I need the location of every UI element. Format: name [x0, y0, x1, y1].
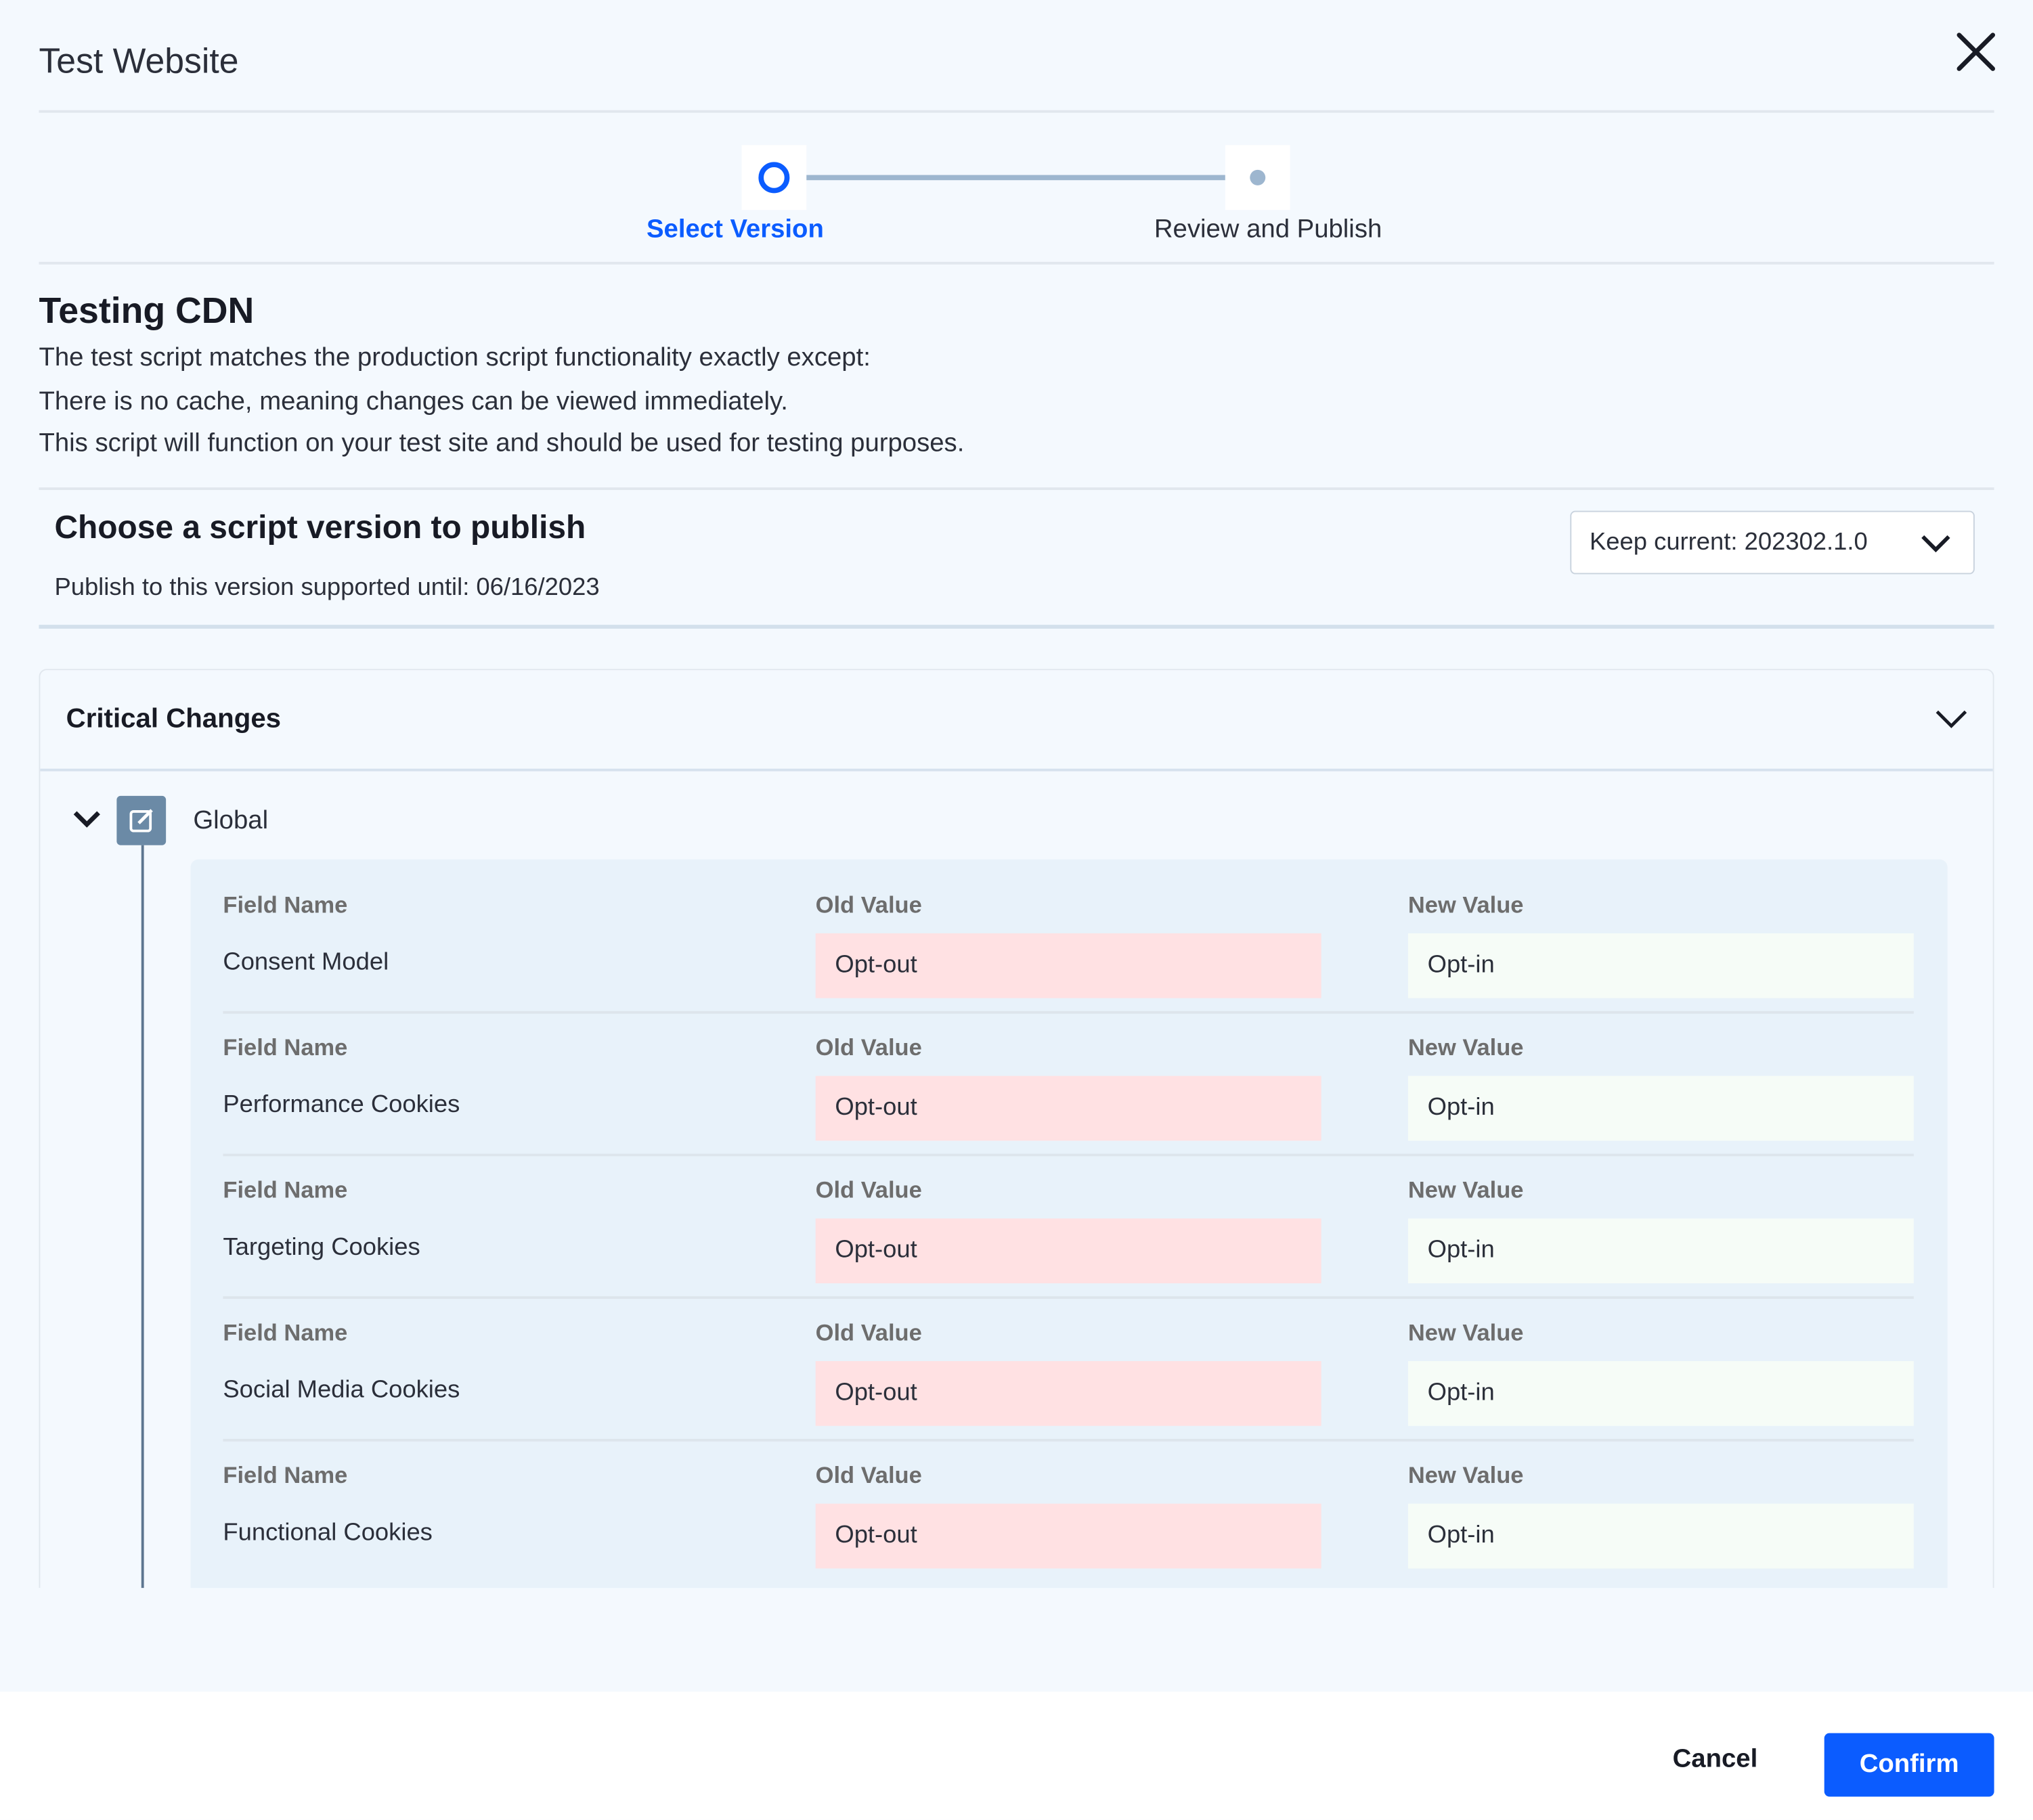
old-value: Opt-out — [815, 933, 1321, 998]
version-dropdown[interactable]: Keep current: 202302.1.0 — [1570, 510, 1975, 575]
new-value-label: New Value — [1407, 1177, 1524, 1203]
edit-icon — [116, 795, 167, 845]
step-1-marker[interactable] — [741, 145, 807, 210]
pending-step-icon — [1250, 169, 1266, 185]
field-name-value: Social Media Cookies — [223, 1376, 460, 1404]
row-divider — [223, 1011, 1914, 1014]
chevron-down-icon[interactable] — [71, 807, 102, 830]
new-value-label: New Value — [1407, 1034, 1524, 1061]
field-name-value: Consent Model — [223, 948, 389, 977]
old-value-label: Old Value — [815, 1462, 922, 1488]
field-name-label: Field Name — [223, 1177, 348, 1203]
divider — [39, 261, 1994, 265]
field-name-value: Functional Cookies — [223, 1519, 433, 1547]
field-name-label: Field Name — [223, 891, 348, 918]
chevron-down-icon — [1921, 535, 1950, 553]
stepper-line — [806, 175, 1225, 181]
field-name-value: Performance Cookies — [223, 1091, 460, 1119]
intro-line: The test script matches the production s… — [39, 343, 871, 372]
intro-line: This script will function on your test s… — [39, 428, 965, 458]
field-name-value: Targeting Cookies — [223, 1234, 420, 1262]
field-name-label: Field Name — [223, 1034, 348, 1061]
old-value-label: Old Value — [815, 1034, 922, 1061]
new-value: Opt-in — [1407, 1360, 1914, 1426]
card-title: Critical Changes — [66, 703, 282, 734]
version-subtext: Publish to this version supported until:… — [54, 574, 600, 602]
divider — [39, 625, 1994, 629]
new-value: Opt-in — [1407, 1503, 1914, 1569]
step-review-publish[interactable]: Review and Publish — [1154, 215, 1382, 244]
field-name-label: Field Name — [223, 1319, 348, 1346]
old-value: Opt-out — [815, 1218, 1321, 1284]
active-step-icon — [758, 162, 790, 194]
close-icon[interactable] — [1952, 28, 1999, 75]
chevron-down-icon[interactable] — [1933, 707, 1970, 732]
tree-line — [141, 845, 144, 1589]
row-divider — [223, 1153, 1914, 1157]
confirm-button[interactable]: Confirm — [1824, 1733, 1994, 1797]
dropdown-value: Keep current: 202302.1.0 — [1590, 528, 1868, 556]
new-value: Opt-in — [1407, 1075, 1914, 1141]
new-value: Opt-in — [1407, 1218, 1914, 1284]
row-divider — [223, 1296, 1914, 1300]
field-name-label: Field Name — [223, 1462, 348, 1488]
new-value-label: New Value — [1407, 1319, 1524, 1346]
step-select-version[interactable]: Select Version — [646, 215, 824, 244]
old-value-label: Old Value — [815, 1319, 922, 1346]
modal-title: Test Website — [39, 41, 239, 81]
section-heading: Testing CDN — [39, 290, 255, 331]
row-divider — [223, 1438, 1914, 1442]
critical-changes-header[interactable]: Critical Changes — [40, 670, 1993, 772]
step-2-marker[interactable] — [1225, 145, 1290, 210]
old-value: Opt-out — [815, 1503, 1321, 1569]
cancel-button[interactable]: Cancel — [1672, 1744, 1758, 1773]
divider — [39, 110, 1994, 113]
group-label: Global — [193, 806, 269, 835]
modal-footer — [0, 1691, 2033, 1820]
changes-table: Field Name Old Value New Value Consent M… — [190, 859, 1948, 1589]
new-value: Opt-in — [1407, 933, 1914, 998]
version-heading: Choose a script version to publish — [54, 509, 586, 546]
old-value: Opt-out — [815, 1075, 1321, 1141]
new-value-label: New Value — [1407, 891, 1524, 918]
new-value-label: New Value — [1407, 1462, 1524, 1488]
intro-line: There is no cache, meaning changes can b… — [39, 387, 788, 416]
old-value-label: Old Value — [815, 891, 922, 918]
old-value: Opt-out — [815, 1360, 1321, 1426]
divider — [39, 487, 1994, 490]
old-value-label: Old Value — [815, 1177, 922, 1203]
